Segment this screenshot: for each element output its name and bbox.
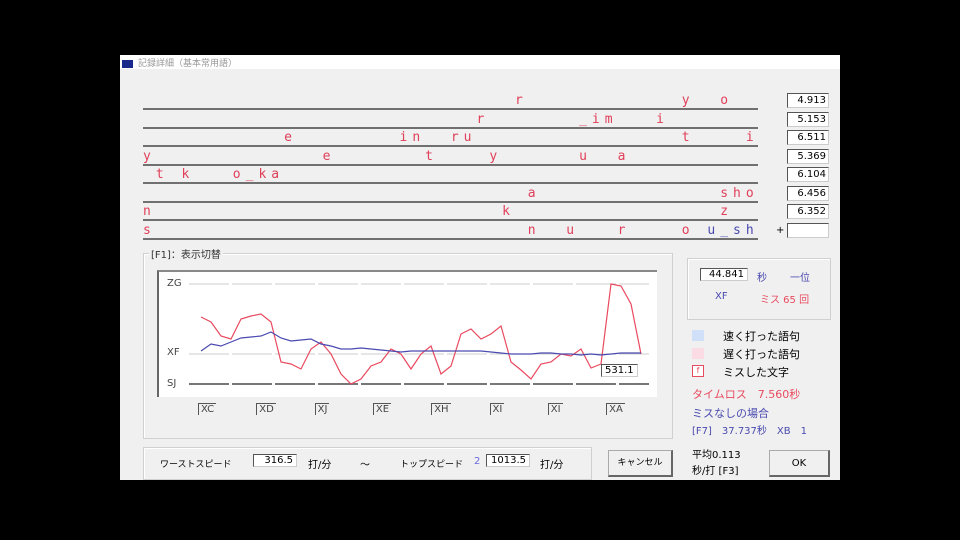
typed-line-row: y e t y u a	[143, 146, 758, 166]
total-time: 44.841	[700, 268, 748, 281]
speed-series-line	[200, 283, 642, 385]
miss-swatch: f	[692, 365, 704, 377]
x-tick-label[interactable]: XI	[547, 403, 563, 415]
slow-swatch	[692, 348, 704, 359]
typed-line-text: n k z	[143, 204, 733, 219]
line-chars: t k o_ka	[143, 167, 285, 182]
fast-swatch	[692, 330, 704, 341]
line-time: 5.153	[787, 112, 829, 127]
x-tick-label[interactable]: XE	[372, 403, 392, 415]
average-line1: 平均0.113	[692, 450, 741, 461]
line-chars: e in ru t i	[143, 130, 759, 145]
y-tick-sj: SJ	[167, 378, 177, 389]
graph-group: [F1]：表示切替	[143, 246, 673, 439]
plus-label: +	[776, 225, 785, 236]
typed-line-row: t k o_ka	[143, 164, 758, 184]
app-icon	[122, 58, 133, 68]
x-tick-label[interactable]: XC	[198, 403, 217, 415]
line-chars: y e t y u a	[143, 149, 631, 164]
rank: XF	[715, 291, 728, 302]
line-time	[787, 223, 829, 238]
typed-line-text: s n u r o u_sh	[143, 223, 759, 238]
speed-group	[143, 447, 592, 480]
line-chars: a sho	[143, 186, 759, 201]
line-chars: r y o	[143, 93, 734, 108]
tilde: 〜	[360, 460, 370, 471]
no-miss-title: ミスなしの場合	[692, 407, 769, 420]
typed-line-row: e in ru t i	[143, 127, 758, 147]
cancel-button[interactable]: キャンセル	[608, 450, 673, 477]
graph-value-box: 531.1	[601, 364, 638, 377]
average-series-line	[200, 331, 641, 356]
record-detail-window: 記録詳細（基本常用語） r y o 4.913 r _im i 5.153 e in…	[120, 55, 840, 480]
line-time: 6.511	[787, 130, 829, 145]
line-chars: n k z	[143, 204, 734, 219]
x-tick-label[interactable]: XH	[431, 403, 451, 415]
y-tick-zg: ZG	[167, 278, 182, 289]
line-time: 6.352	[787, 204, 829, 219]
typed-line-row: s n u r o u_sh	[143, 220, 758, 240]
typed-line-text: a sho	[143, 186, 759, 201]
top-speed-label: トップスピード	[400, 460, 464, 470]
graph-toggle-label[interactable]: [F1]：表示切替	[149, 246, 223, 261]
typed-line-text: e in ru t i	[143, 130, 759, 145]
typed-line-text: r _im i	[143, 112, 669, 127]
title-bar: 記録詳細（基本常用語）	[120, 55, 840, 69]
x-tick-label[interactable]: XI	[489, 403, 505, 415]
speed-graph	[157, 270, 657, 397]
no-miss-detail[interactable]: [F7] 37.737秒 XB 1	[692, 426, 807, 437]
line-time: 5.369	[787, 149, 829, 164]
time-loss: タイムロス 7.560秒	[692, 388, 801, 401]
typed-line-row: n k z	[143, 201, 758, 221]
line-chars: s n u r o	[143, 223, 708, 238]
worst-speed-unit: 打/分	[308, 460, 332, 471]
legend-slow: 遅く打った語句	[723, 348, 800, 361]
top-speed-value: 1013.5	[486, 454, 530, 467]
line-time: 4.913	[787, 93, 829, 108]
sec-unit: 秒	[757, 273, 767, 284]
line-chars: r _im i	[143, 112, 669, 127]
legend-miss: ミスした文字	[723, 366, 789, 379]
typed-line-text: t k o_ka	[143, 167, 284, 182]
line-time: 6.104	[787, 167, 829, 182]
typed-line-text: r y o	[143, 93, 733, 108]
x-tick-label[interactable]: XA	[606, 403, 625, 415]
typed-line-row: r _im i	[143, 109, 758, 129]
ok-button[interactable]: OK	[769, 450, 830, 477]
line-time: 6.456	[787, 186, 829, 201]
y-tick-xf: XF	[167, 347, 180, 358]
summary-box	[687, 258, 831, 320]
typed-line-text: y e t y u a	[143, 149, 630, 164]
speed-chart-svg	[189, 283, 649, 385]
rank-place: 一位	[790, 273, 810, 284]
miss-count: ミス 65 回	[760, 295, 810, 306]
typed-line-row: a sho	[143, 183, 758, 203]
x-tick-label[interactable]: XD	[256, 403, 276, 415]
window-title: 記録詳細（基本常用語）	[138, 59, 238, 69]
legend-fast: 速く打った語句	[723, 330, 800, 343]
top-speed-index: 2	[474, 456, 481, 467]
line-chars-current: u_sh	[707, 223, 759, 238]
worst-speed-value: 316.5	[253, 454, 297, 467]
average-line2[interactable]: 秒/打 [F3]	[692, 466, 739, 477]
worst-speed-label: ワーストスピード	[160, 460, 232, 470]
top-speed-unit: 打/分	[540, 460, 564, 471]
x-tick-label[interactable]: XJ	[314, 403, 330, 415]
typed-line-row: r y o	[143, 90, 758, 110]
